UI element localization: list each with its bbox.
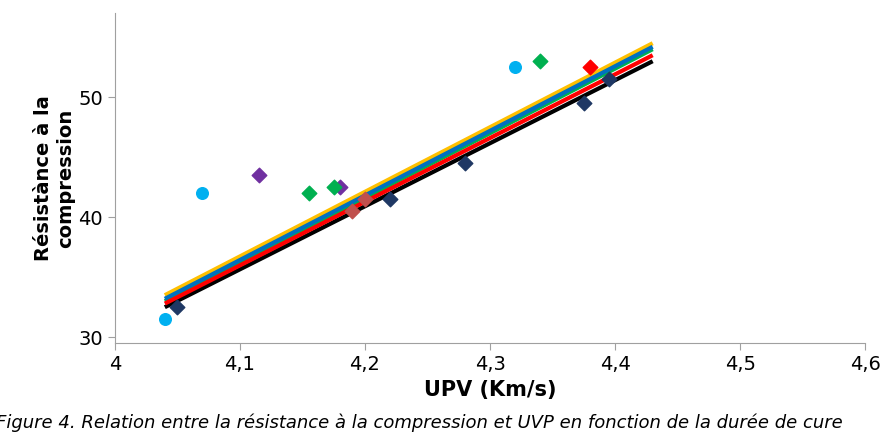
Point [602,76,616,83]
Point [327,183,341,191]
Point [358,196,372,203]
Point [252,172,266,179]
Point [533,58,547,65]
Point [508,64,522,71]
Point [170,304,185,311]
Y-axis label: Résistànce à la
compression: Résistànce à la compression [34,95,75,261]
Point [345,208,359,215]
Point [458,160,472,167]
Point [583,64,597,71]
Point [333,183,347,191]
Point [195,190,209,197]
Point [577,100,591,107]
Point [158,315,172,323]
X-axis label: UPV (Km/s): UPV (Km/s) [424,380,556,400]
Point [383,196,397,203]
Point [302,190,316,197]
Text: Figure 4. Relation entre la résistance à la compression et UVP en fonction de la: Figure 4. Relation entre la résistance à… [0,413,842,432]
